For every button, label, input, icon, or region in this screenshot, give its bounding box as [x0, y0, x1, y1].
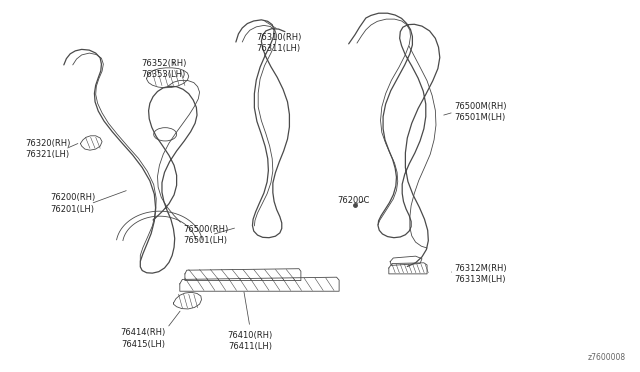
Text: 76312M(RH)
76313M(LH): 76312M(RH) 76313M(LH) — [454, 264, 506, 284]
Text: 76410(RH)
76411(LH): 76410(RH) 76411(LH) — [227, 331, 273, 351]
Text: 76500(RH)
76501(LH): 76500(RH) 76501(LH) — [183, 225, 228, 245]
Text: 76414(RH)
76415(LH): 76414(RH) 76415(LH) — [120, 328, 166, 349]
Text: z7600008: z7600008 — [588, 353, 626, 362]
Text: 76500M(RH)
76501M(LH): 76500M(RH) 76501M(LH) — [454, 102, 506, 122]
Text: 76352(RH)
76353(LH): 76352(RH) 76353(LH) — [141, 59, 187, 79]
Text: 76320(RH)
76321(LH): 76320(RH) 76321(LH) — [26, 139, 71, 159]
Text: 76310(RH)
76311(LH): 76310(RH) 76311(LH) — [256, 33, 301, 53]
Text: 76200C: 76200C — [337, 196, 369, 205]
Text: 76200(RH)
76201(LH): 76200(RH) 76201(LH) — [51, 193, 96, 214]
